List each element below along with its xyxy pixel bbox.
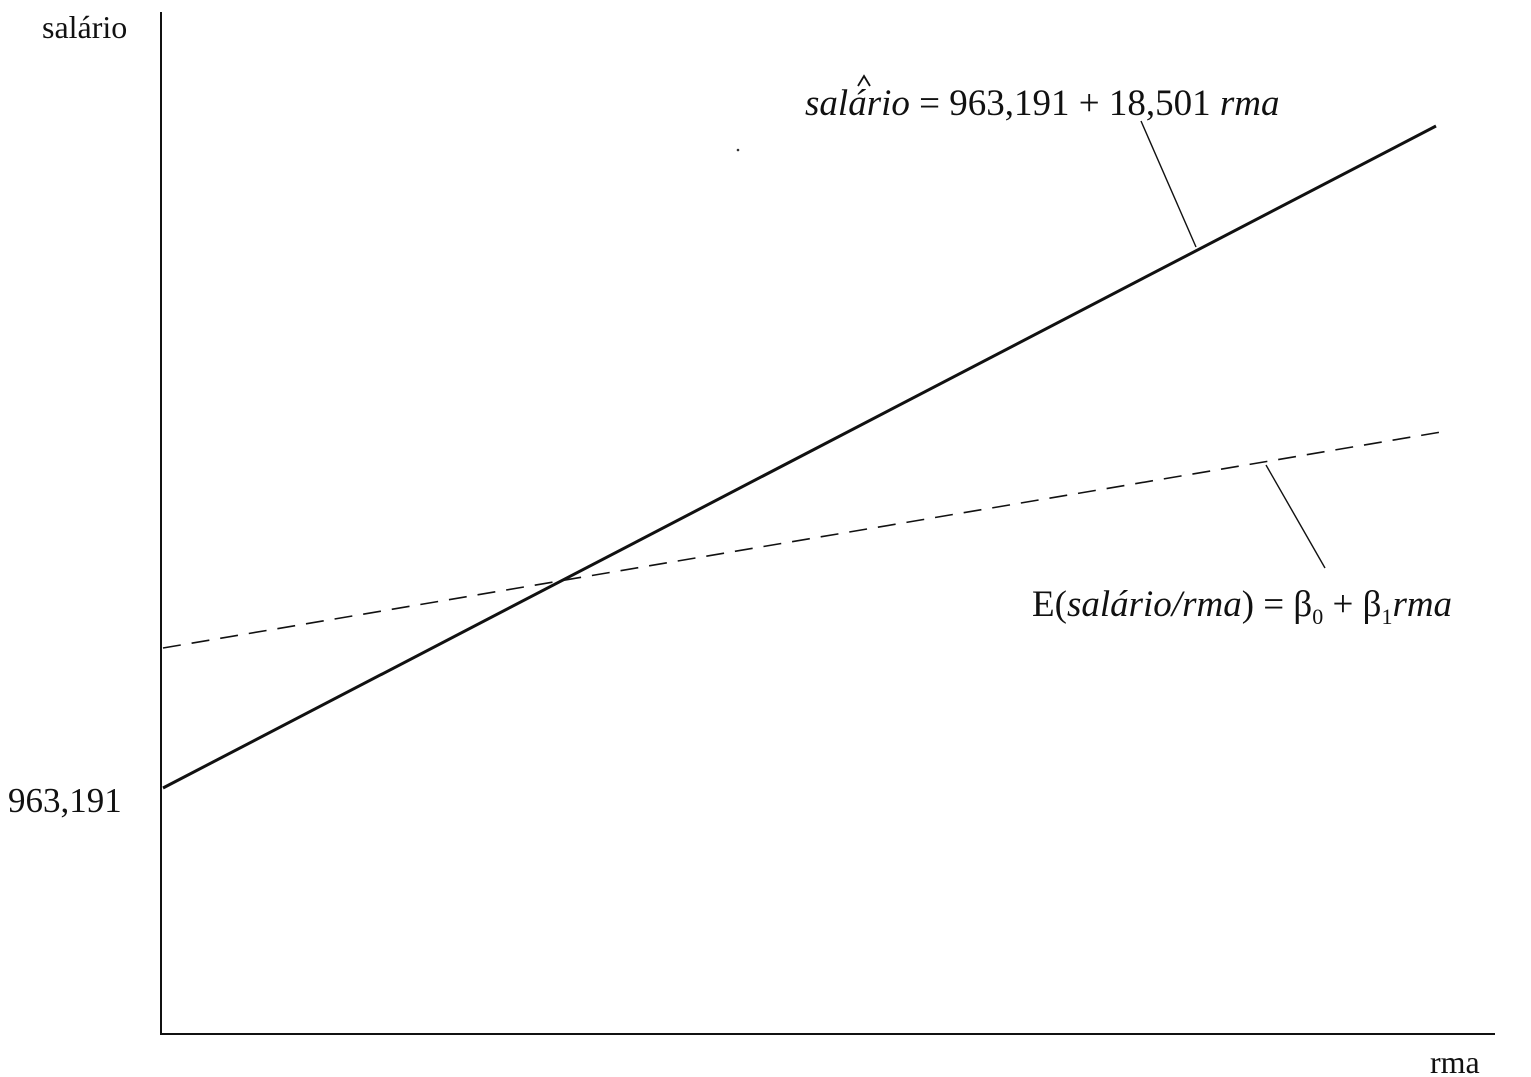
yhat-rio: rio xyxy=(867,83,910,124)
y-axis-label: salário xyxy=(42,9,127,45)
fitted-equals: = 963,191 + 18,501 xyxy=(910,83,1220,124)
stray-dot xyxy=(736,148,740,152)
hat-mark xyxy=(857,74,871,87)
population-line-leader xyxy=(1265,464,1326,569)
fitted-regression-line xyxy=(162,124,1437,790)
pop-cond: salário/rma xyxy=(1067,584,1242,625)
yhat-a: á xyxy=(848,83,867,124)
pop-var: rma xyxy=(1392,584,1452,625)
fitted-equation-label: salário = 963,191 + 18,501 rma xyxy=(805,83,1279,124)
fitted-line-leader xyxy=(1140,120,1197,248)
pop-prefix: E( xyxy=(1032,584,1067,625)
fitted-var: rma xyxy=(1220,83,1280,124)
population-regression-line xyxy=(162,430,1448,649)
beta0-sub: 0 xyxy=(1312,604,1323,629)
pop-plus: + xyxy=(1323,584,1362,625)
x-axis-label: rma xyxy=(1430,1044,1480,1077)
beta0: β xyxy=(1293,584,1312,625)
beta1-sub: 1 xyxy=(1381,604,1392,629)
population-equation-label: E(salário/rma) = β0 + β1rma xyxy=(1032,584,1452,629)
beta1: β xyxy=(1363,584,1382,625)
pop-close: ) = xyxy=(1242,584,1294,625)
intercept-tick-label: 963,191 xyxy=(8,781,122,820)
yhat-sal: sal xyxy=(805,83,848,124)
